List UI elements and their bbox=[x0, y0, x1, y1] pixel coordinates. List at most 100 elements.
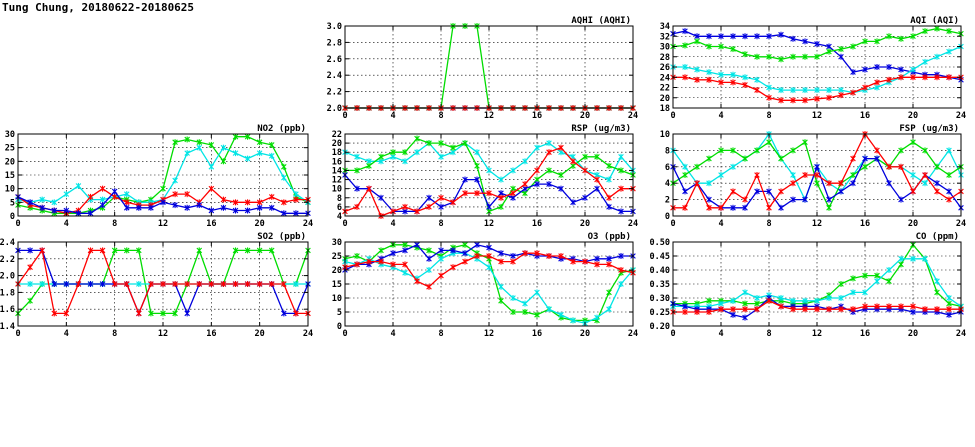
data-point bbox=[826, 87, 832, 94]
data-point bbox=[742, 196, 748, 203]
data-point bbox=[244, 207, 251, 214]
data-point bbox=[766, 53, 772, 60]
data-point bbox=[814, 306, 820, 313]
series-2 bbox=[670, 25, 964, 63]
data-point bbox=[534, 181, 540, 188]
data-point bbox=[594, 314, 600, 321]
data-point bbox=[718, 71, 724, 78]
data-point bbox=[862, 303, 868, 310]
data-point bbox=[522, 300, 528, 307]
data-point bbox=[618, 281, 624, 287]
data-point bbox=[402, 158, 408, 165]
data-point bbox=[148, 281, 154, 287]
x-tick-label: 20 bbox=[580, 111, 590, 121]
data-point bbox=[874, 272, 880, 279]
y-tick-label: 25 bbox=[332, 252, 342, 262]
data-point bbox=[730, 163, 736, 170]
data-point bbox=[438, 255, 444, 262]
data-point bbox=[582, 167, 588, 174]
data-point bbox=[778, 31, 784, 38]
data-point bbox=[790, 53, 796, 60]
data-point bbox=[244, 199, 251, 206]
chart-title: AQI (AQI) bbox=[910, 16, 959, 26]
x-tick-label: 24 bbox=[628, 329, 638, 339]
y-tick-label: 20 bbox=[332, 139, 342, 149]
y-tick-label: 18 bbox=[332, 148, 342, 158]
chart-no2: 0 4 8 12 16 20 24 0 5 10 15 20 25 30 NO2 (ppb) bbox=[5, 124, 313, 229]
series-4 bbox=[670, 131, 964, 211]
data-point bbox=[682, 163, 688, 170]
data-point bbox=[136, 281, 142, 287]
data-point bbox=[414, 208, 420, 215]
data-point bbox=[706, 297, 712, 304]
data-point bbox=[160, 281, 166, 287]
data-point bbox=[802, 306, 808, 313]
x-tick-label: 0 bbox=[15, 329, 20, 339]
data-point bbox=[27, 297, 33, 304]
data-point bbox=[450, 264, 456, 271]
data-point bbox=[742, 289, 748, 296]
data-point bbox=[826, 48, 832, 55]
data-point bbox=[790, 297, 796, 304]
data-point bbox=[546, 149, 552, 156]
y-tick-label: 1.4 bbox=[0, 322, 15, 332]
data-point bbox=[814, 40, 820, 47]
data-point bbox=[814, 180, 820, 187]
data-point bbox=[462, 258, 468, 265]
data-point bbox=[123, 281, 130, 287]
x-tick-label: 4 bbox=[718, 219, 723, 229]
data-point bbox=[898, 66, 904, 73]
data-point bbox=[184, 191, 190, 198]
data-point bbox=[51, 199, 58, 206]
data-point bbox=[946, 295, 952, 301]
x-tick-label: 12 bbox=[158, 219, 168, 229]
x-tick-label: 12 bbox=[484, 111, 494, 121]
data-point bbox=[474, 241, 480, 248]
x-tick-label: 16 bbox=[206, 219, 216, 229]
x-tick-label: 0 bbox=[670, 111, 675, 121]
data-point bbox=[172, 139, 178, 146]
y-tick-label: 2.0 bbox=[327, 104, 342, 114]
data-point bbox=[886, 180, 892, 187]
data-point bbox=[208, 141, 215, 148]
data-point bbox=[498, 297, 504, 304]
data-point bbox=[196, 281, 203, 287]
data-point bbox=[462, 176, 468, 183]
data-point bbox=[232, 207, 239, 214]
data-point bbox=[838, 188, 844, 195]
data-point bbox=[754, 147, 760, 154]
y-tick-label: 34 bbox=[660, 22, 670, 32]
data-point bbox=[718, 79, 724, 86]
data-point bbox=[934, 163, 940, 170]
data-point bbox=[256, 150, 263, 157]
data-point bbox=[946, 28, 952, 35]
data-point bbox=[268, 193, 275, 200]
data-point bbox=[414, 149, 420, 156]
data-point bbox=[910, 33, 916, 40]
data-point bbox=[778, 204, 784, 211]
data-point bbox=[910, 139, 916, 146]
data-point bbox=[208, 163, 215, 170]
data-point bbox=[450, 144, 456, 151]
data-point bbox=[27, 281, 33, 287]
data-point bbox=[99, 202, 106, 209]
data-point bbox=[706, 309, 712, 315]
data-point bbox=[426, 194, 432, 201]
data-point bbox=[946, 300, 952, 307]
data-point bbox=[934, 53, 940, 60]
data-point bbox=[694, 180, 700, 187]
data-point bbox=[742, 74, 748, 81]
data-point bbox=[111, 247, 118, 254]
data-point bbox=[826, 180, 832, 187]
data-point bbox=[27, 247, 33, 254]
y-tick-label: 12 bbox=[332, 176, 342, 186]
data-point bbox=[838, 87, 844, 94]
data-point bbox=[390, 261, 396, 268]
data-point bbox=[498, 203, 504, 210]
y-tick-label: 0.40 bbox=[650, 266, 670, 276]
data-point bbox=[184, 310, 190, 317]
y-tick-label: 30 bbox=[5, 130, 15, 140]
data-point bbox=[922, 74, 928, 81]
data-point bbox=[256, 139, 263, 146]
data-point bbox=[742, 155, 748, 162]
